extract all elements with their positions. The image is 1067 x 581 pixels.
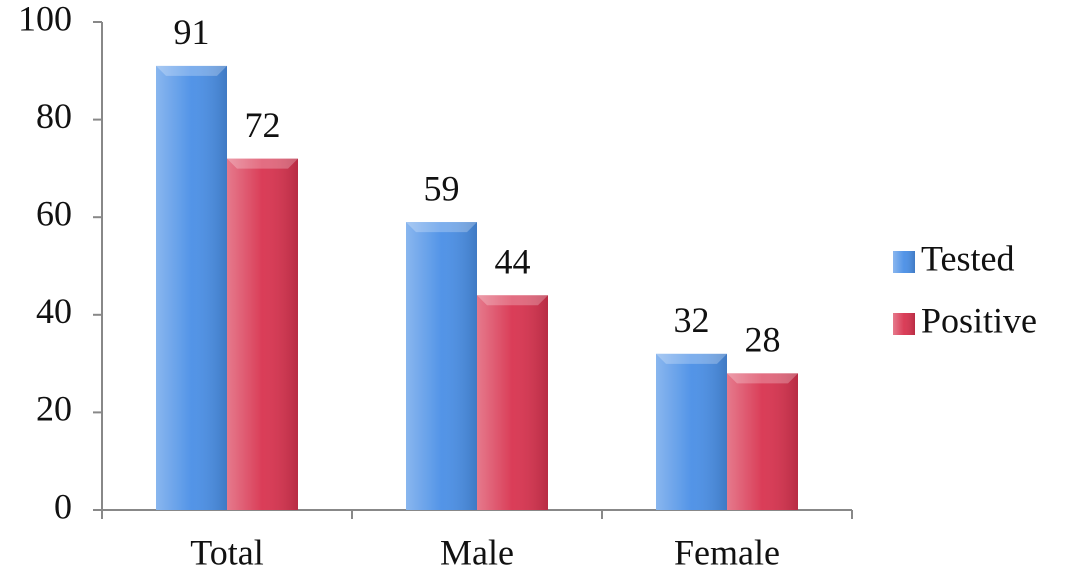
x-tick-label: Male bbox=[440, 532, 514, 572]
y-tick-label: 80 bbox=[36, 96, 72, 136]
bar-bevel bbox=[227, 158, 298, 169]
y-tick-label: 20 bbox=[36, 389, 72, 429]
data-label: 32 bbox=[674, 300, 710, 340]
bar-shine bbox=[656, 353, 727, 510]
data-label: 91 bbox=[174, 12, 210, 52]
legend-swatch-shine bbox=[893, 251, 915, 273]
bar-bevel bbox=[656, 353, 727, 364]
y-tick-label: 60 bbox=[36, 193, 72, 233]
bar-bevel bbox=[727, 373, 798, 384]
bar-shine bbox=[156, 65, 227, 511]
data-label: 72 bbox=[245, 105, 281, 145]
x-tick-label: Total bbox=[190, 532, 263, 572]
y-tick-label: 100 bbox=[18, 0, 72, 38]
bar-bevel bbox=[406, 222, 477, 233]
data-label: 59 bbox=[424, 168, 460, 208]
bar-shine bbox=[727, 373, 798, 510]
bar-shine bbox=[227, 158, 298, 510]
bar-shine bbox=[477, 295, 548, 510]
y-tick-label: 40 bbox=[36, 291, 72, 331]
bar-shine bbox=[406, 222, 477, 510]
data-label: 28 bbox=[745, 320, 781, 360]
legend-label: Positive bbox=[921, 300, 1037, 340]
bar-bevel bbox=[156, 65, 227, 76]
legend-label: Tested bbox=[921, 238, 1014, 278]
y-tick-label: 0 bbox=[54, 486, 72, 526]
legend-swatch-shine bbox=[893, 313, 915, 335]
data-label: 44 bbox=[495, 242, 531, 282]
bar-bevel bbox=[477, 295, 548, 306]
x-tick-label: Female bbox=[674, 532, 780, 572]
